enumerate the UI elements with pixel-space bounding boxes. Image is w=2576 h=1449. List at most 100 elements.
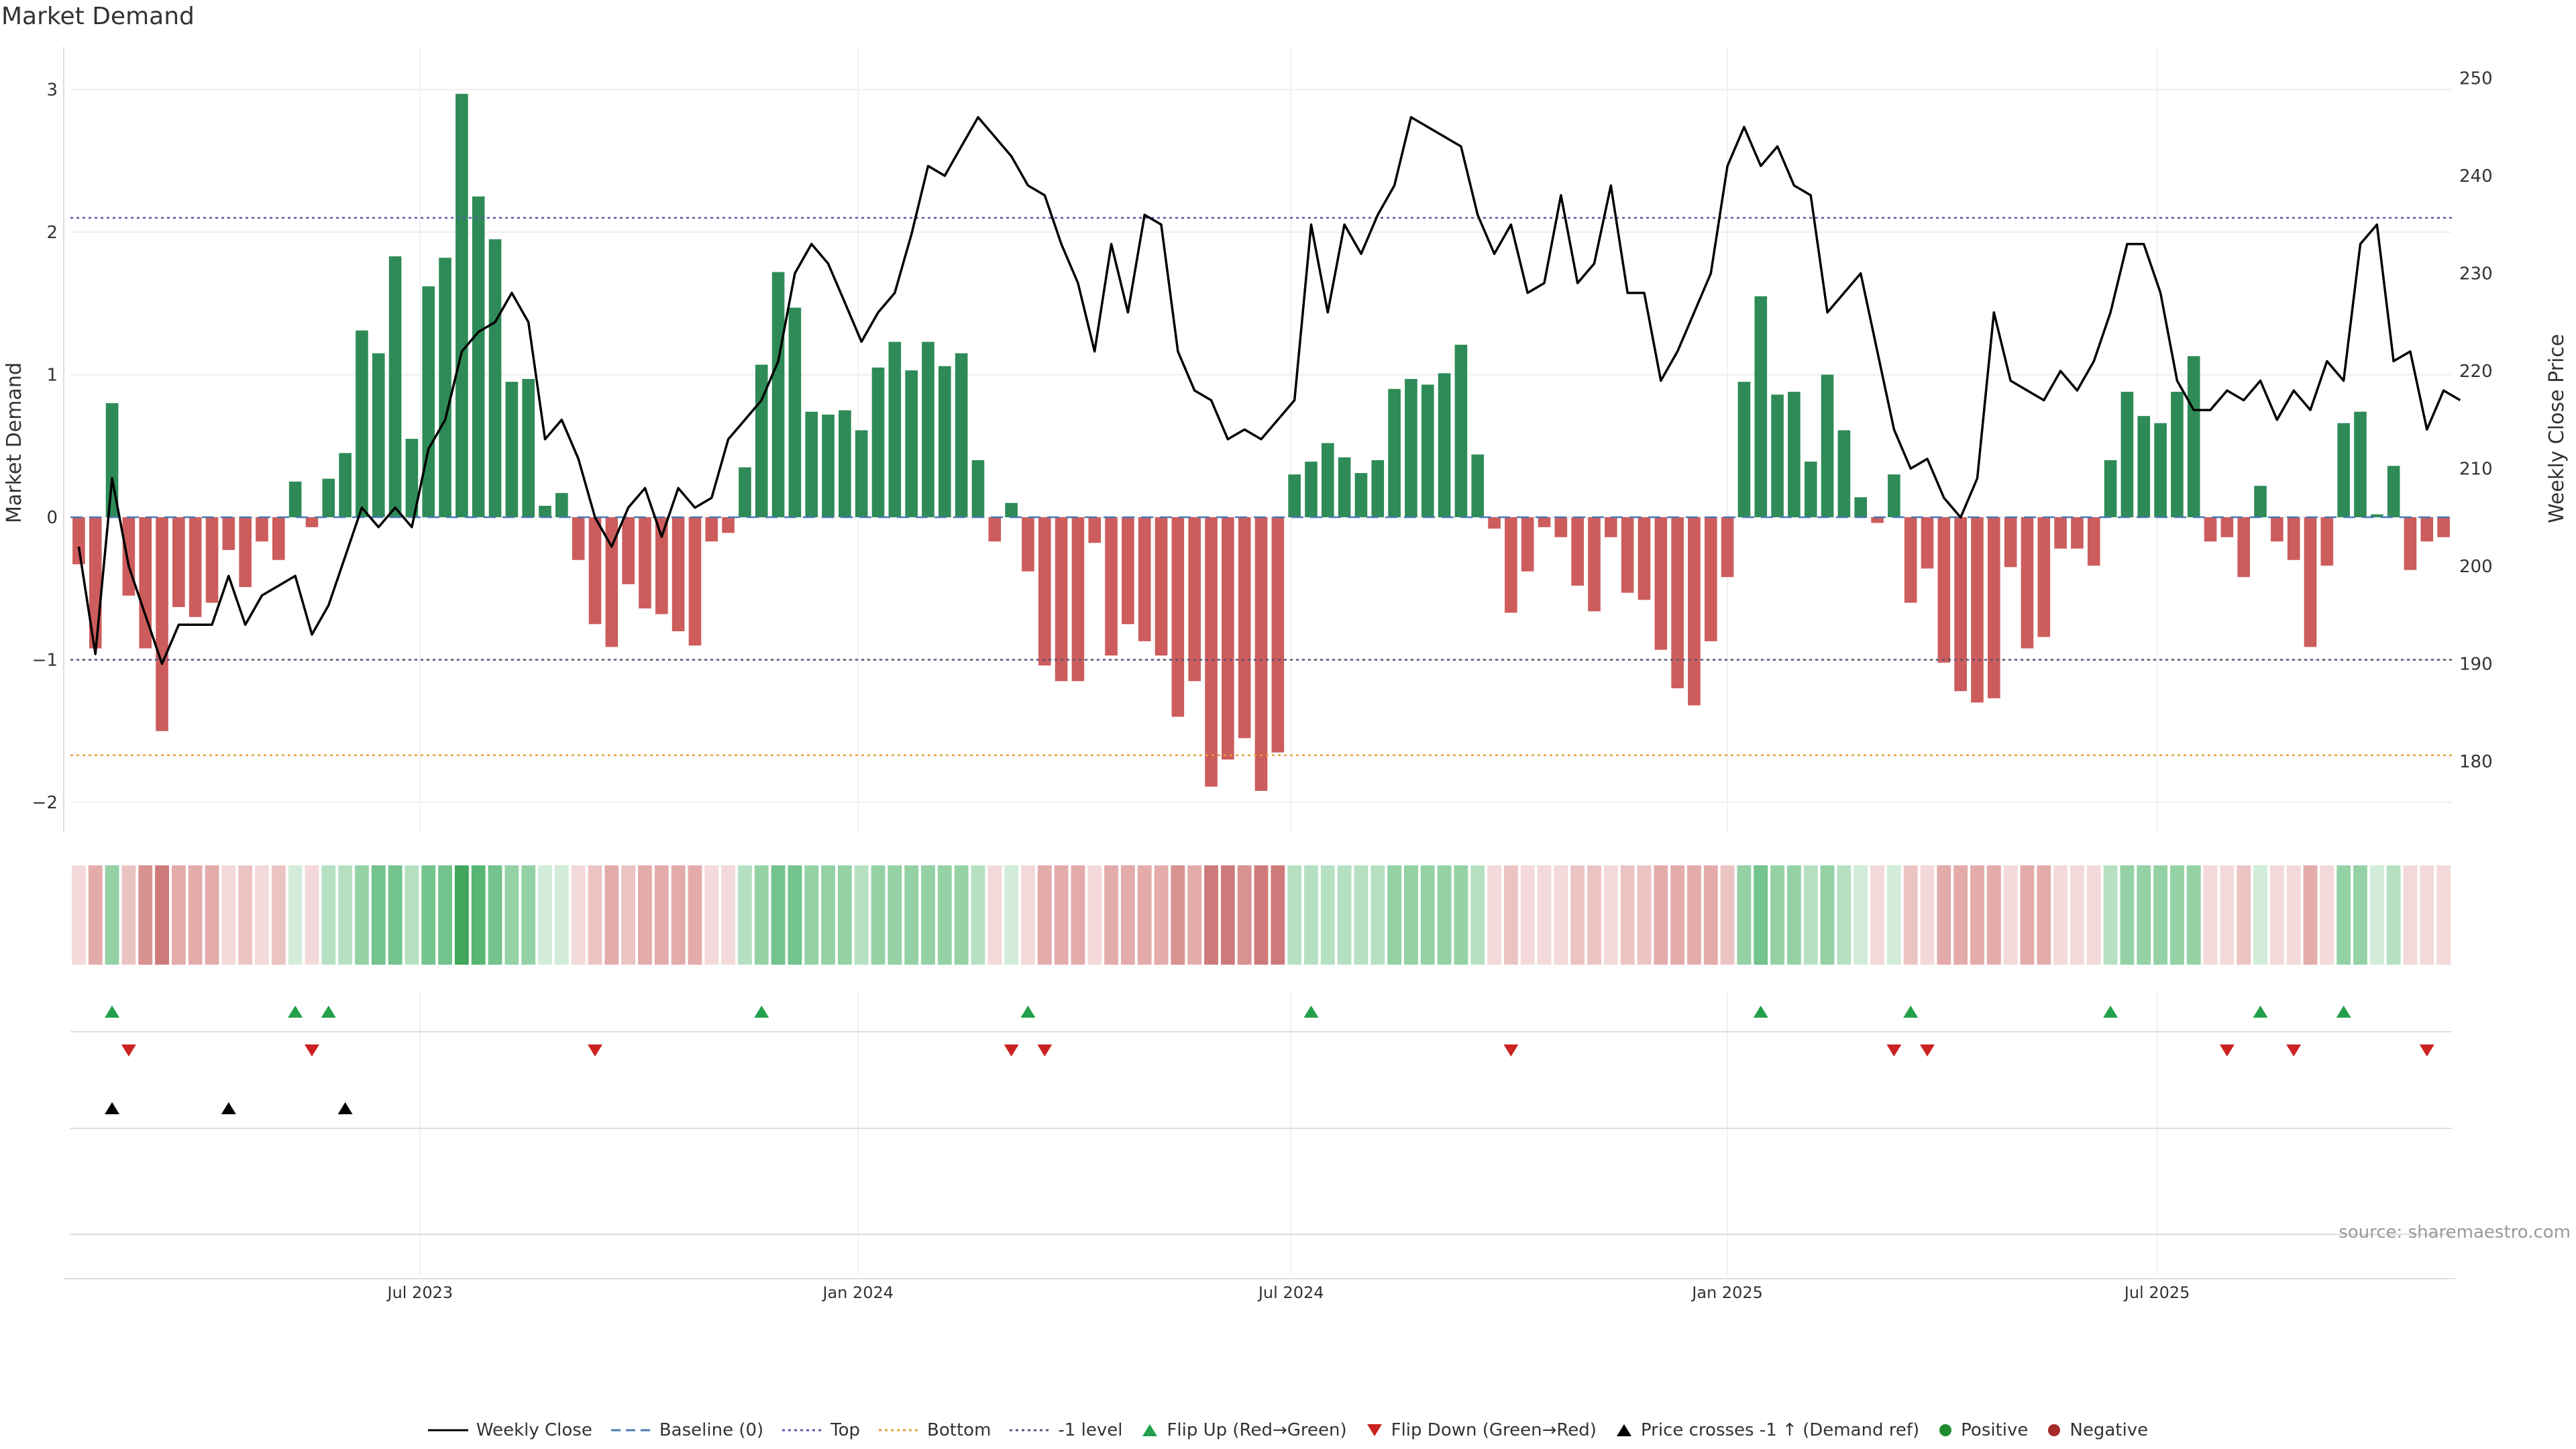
heat-cell bbox=[2053, 865, 2068, 965]
demand-bar-positive bbox=[1837, 430, 1851, 517]
demand-bar-positive bbox=[455, 93, 468, 517]
legend-label: Top bbox=[830, 1420, 861, 1440]
price-cross-marker bbox=[105, 1102, 120, 1114]
flip-up-marker bbox=[1020, 1006, 1036, 1018]
demand-bar-negative bbox=[256, 517, 268, 542]
y2-tick-label: 190 bbox=[2459, 655, 2493, 675]
heat-cell bbox=[2337, 865, 2351, 965]
legend-item-top[interactable]: Top bbox=[782, 1420, 860, 1440]
demand-bar-negative bbox=[2237, 517, 2250, 578]
heat-cell bbox=[1071, 865, 1085, 965]
legend-item-positive[interactable]: Positive bbox=[1938, 1420, 2028, 1440]
flip-down-marker bbox=[1037, 1044, 1053, 1057]
heat-cell bbox=[388, 865, 402, 965]
y2-tick-label: 220 bbox=[2459, 362, 2493, 382]
heat-cell bbox=[737, 865, 752, 965]
demand-bar-negative bbox=[2204, 517, 2217, 542]
flip-up-marker bbox=[2336, 1006, 2351, 1018]
demand-bar-negative bbox=[72, 517, 85, 565]
demand-bar-negative bbox=[2220, 517, 2234, 537]
heat-cell bbox=[1487, 865, 1501, 965]
heat-cell bbox=[937, 865, 952, 965]
heat-cell bbox=[2153, 865, 2167, 965]
legend-item-bottom[interactable]: Bottom bbox=[879, 1420, 991, 1440]
legend-label: Negative bbox=[2070, 1420, 2149, 1440]
heat-cell bbox=[355, 865, 369, 965]
heat-cell bbox=[1786, 865, 1801, 965]
demand-bar-negative bbox=[1088, 517, 1102, 543]
y2-tick-label: 210 bbox=[2459, 460, 2493, 480]
heat-cell bbox=[171, 865, 186, 965]
demand-bar-positive bbox=[1821, 374, 1834, 517]
heat-cell bbox=[121, 865, 136, 965]
demand-bar-negative bbox=[1222, 517, 1234, 760]
flip-up-marker bbox=[288, 1006, 303, 1018]
heat-cell bbox=[837, 865, 852, 965]
heat-cell bbox=[1620, 865, 1635, 965]
legend-item-negative[interactable]: Negative bbox=[2047, 1420, 2148, 1440]
demand-bar-negative bbox=[1871, 517, 1884, 523]
demand-bar-negative bbox=[222, 517, 235, 550]
demand-bar-negative bbox=[2004, 517, 2017, 568]
demand-bar-positive bbox=[1354, 473, 1368, 517]
demand-bar-positive bbox=[2337, 423, 2350, 517]
demand-bar-positive bbox=[1305, 462, 1318, 517]
heat-cell bbox=[71, 865, 86, 965]
heat-cell bbox=[1803, 865, 1818, 965]
heat-cell bbox=[2420, 865, 2434, 965]
legend-item-baseline[interactable]: Baseline (0) bbox=[610, 1420, 763, 1440]
heat-cell bbox=[788, 865, 802, 965]
demand-bar-positive bbox=[938, 366, 951, 517]
legend-item-minus1[interactable]: -1 level bbox=[1010, 1420, 1122, 1440]
demand-bar-negative bbox=[1171, 517, 1185, 717]
triangle-down-icon bbox=[1366, 1424, 1382, 1436]
price-cross-marker bbox=[221, 1102, 236, 1114]
demand-bar-negative bbox=[1205, 517, 1218, 787]
heat-cell bbox=[2169, 865, 2184, 965]
demand-bar-negative bbox=[2271, 517, 2284, 542]
demand-bar-positive bbox=[1005, 502, 1018, 517]
demand-bar-positive bbox=[488, 239, 502, 517]
legend-item-flipdown[interactable]: Flip Down (Green→Red) bbox=[1366, 1420, 1597, 1440]
demand-bar-negative bbox=[2054, 517, 2067, 549]
demand-bar-positive bbox=[339, 453, 352, 517]
demand-bar-negative bbox=[1071, 517, 1085, 682]
demand-bar-positive bbox=[955, 353, 968, 517]
heat-cell bbox=[1537, 865, 1552, 965]
demand-bar-negative bbox=[1971, 517, 1984, 703]
demand-bar-negative bbox=[1937, 517, 1951, 663]
heat-cell bbox=[1137, 865, 1152, 965]
demand-bar-negative bbox=[1122, 517, 1134, 625]
demand-bar-positive bbox=[505, 382, 519, 517]
demand-bar-positive bbox=[922, 341, 934, 517]
demand-bar-negative bbox=[722, 517, 735, 533]
demand-bar-negative bbox=[1105, 517, 1118, 656]
legend-item-flipup[interactable]: Flip Up (Red→Green) bbox=[1141, 1420, 1347, 1440]
heat-cell bbox=[188, 865, 203, 965]
heat-cell bbox=[1337, 865, 1352, 965]
y-axis-right-label: Weekly Close Price bbox=[2545, 333, 2569, 523]
heat-cell bbox=[1854, 865, 1868, 965]
legend-item-cross[interactable]: Price crosses -1 ↑ (Demand ref) bbox=[1615, 1420, 1919, 1440]
demand-bar-positive bbox=[322, 478, 335, 517]
legend-item-close[interactable]: Weekly Close bbox=[427, 1420, 592, 1440]
demand-bar-negative bbox=[1505, 517, 1517, 613]
heat-cell bbox=[2403, 865, 2418, 965]
demand-bar-positive bbox=[439, 258, 451, 517]
demand-bar-positive bbox=[1771, 394, 1784, 517]
heat-cell bbox=[754, 865, 769, 965]
demand-bar-positive bbox=[405, 439, 419, 517]
heat-cell bbox=[1754, 865, 1768, 965]
heat-cell bbox=[371, 865, 386, 965]
heat-cell bbox=[2253, 865, 2267, 965]
demand-bar-positive bbox=[522, 378, 535, 517]
flip-up-marker bbox=[321, 1006, 336, 1018]
circle-red-icon bbox=[2048, 1424, 2061, 1436]
demand-bar-positive bbox=[388, 256, 402, 517]
line-dashed-icon bbox=[610, 1429, 651, 1432]
heat-cell bbox=[854, 865, 869, 965]
x-tick-label: Jul 2025 bbox=[2123, 1283, 2190, 1302]
heat-cell bbox=[1320, 865, 1335, 965]
heat-cell bbox=[1903, 865, 1918, 965]
y-tick-label: −1 bbox=[32, 651, 58, 671]
